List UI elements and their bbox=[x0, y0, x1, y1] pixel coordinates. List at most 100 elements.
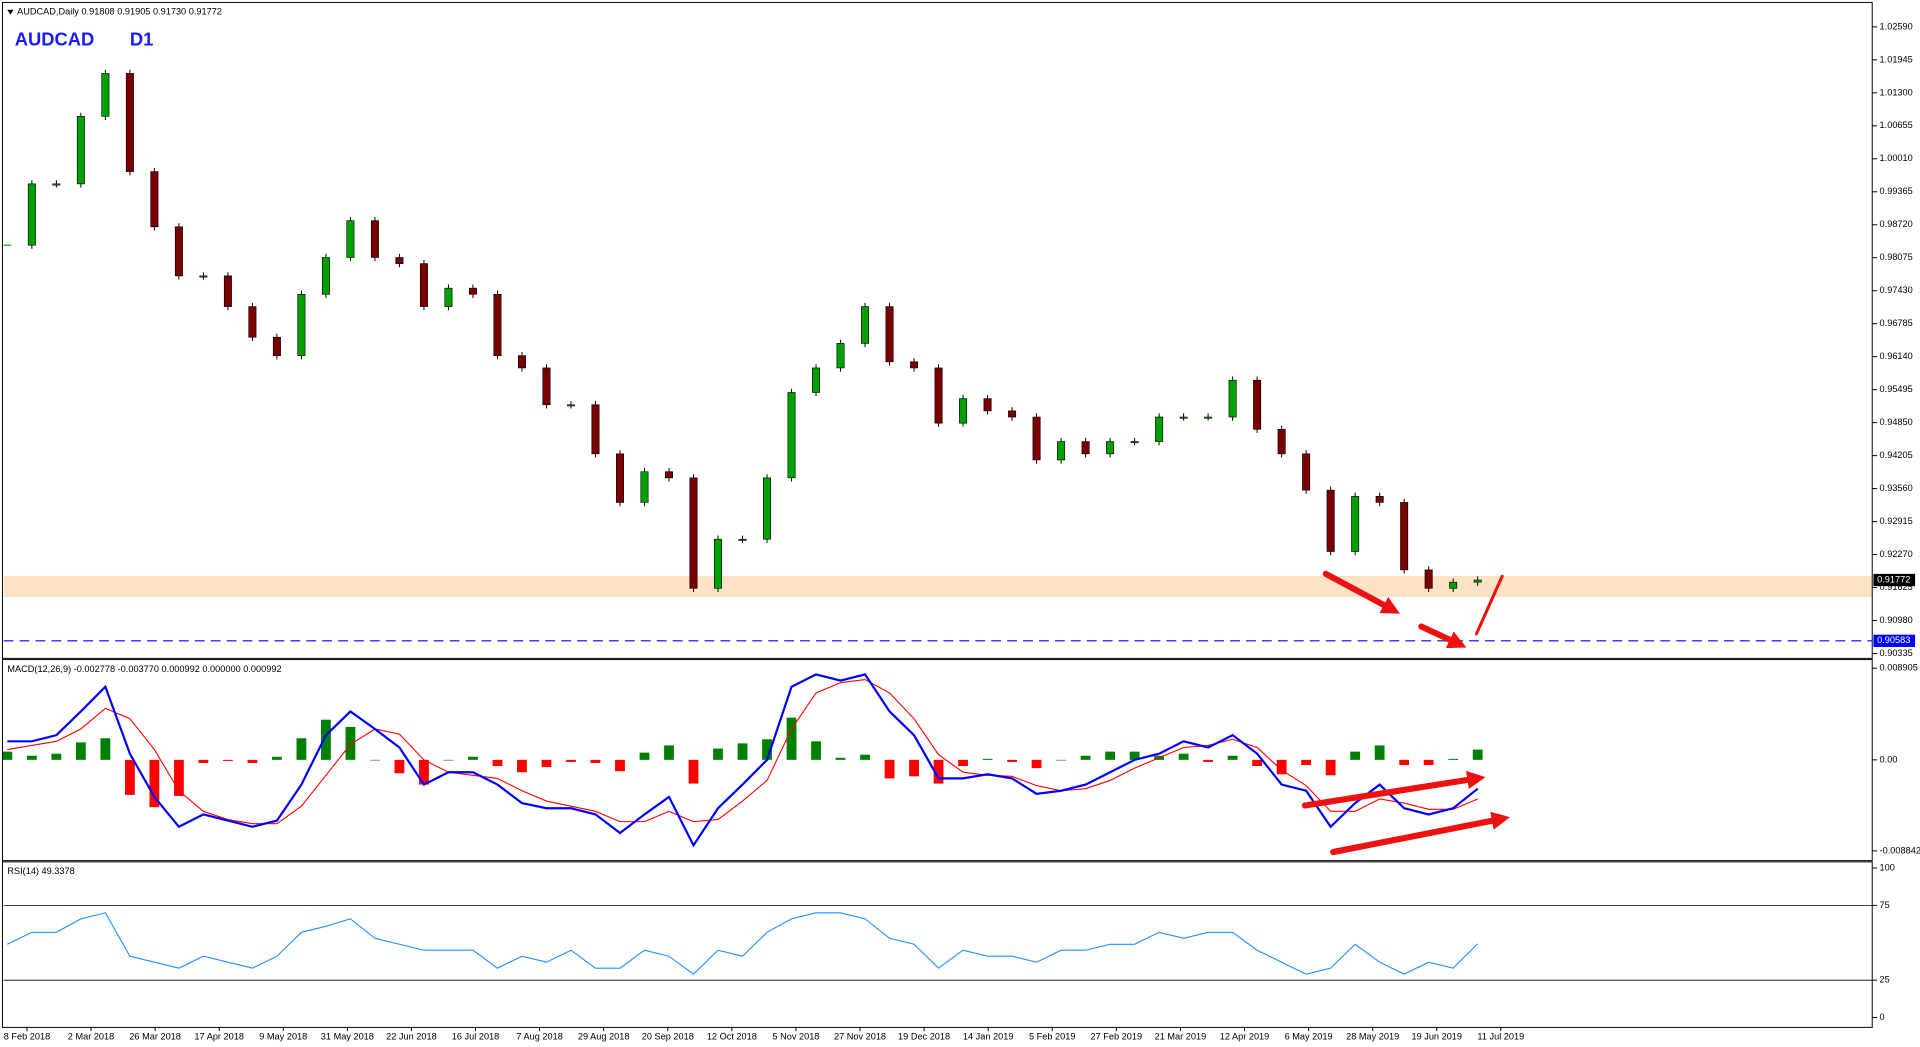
candle bbox=[665, 471, 673, 479]
timeframe-label: D1 bbox=[130, 28, 153, 49]
rsi-line bbox=[7, 912, 1479, 975]
candle bbox=[419, 263, 428, 307]
candle bbox=[272, 336, 281, 356]
histogram-bar bbox=[982, 758, 993, 760]
histogram-bar bbox=[688, 759, 699, 784]
y-tick-label: 75 bbox=[1880, 900, 1890, 910]
y-tick-label: 25 bbox=[1880, 975, 1890, 985]
candle bbox=[983, 398, 992, 412]
candle bbox=[885, 306, 894, 363]
histogram-bar bbox=[419, 759, 429, 785]
candle bbox=[1302, 453, 1311, 491]
y-tick-label: 0.93560 bbox=[1880, 483, 1913, 493]
y-tick-label: 0.91625 bbox=[1880, 582, 1913, 592]
candle bbox=[125, 73, 134, 172]
x-tick-label: 27 Feb 2019 bbox=[1091, 1032, 1143, 1042]
candle bbox=[1081, 441, 1090, 455]
candle bbox=[76, 116, 85, 185]
histogram-bar bbox=[1276, 759, 1287, 775]
histogram-bar bbox=[713, 748, 723, 760]
histogram-bar bbox=[590, 759, 601, 763]
x-tick-label: 31 May 2018 bbox=[321, 1032, 374, 1042]
candle bbox=[493, 293, 502, 356]
main-panel-frame bbox=[1, 1, 1873, 659]
y-tick-label: 0.94850 bbox=[1880, 417, 1913, 427]
candle bbox=[370, 220, 379, 258]
y-tick-label: 0.99365 bbox=[1880, 186, 1913, 196]
histogram-bar bbox=[1031, 759, 1042, 769]
candle bbox=[616, 453, 624, 503]
histogram-bar bbox=[909, 759, 919, 777]
annotation-arrow bbox=[1322, 570, 1401, 614]
y-tick-label: 0.90335 bbox=[1880, 648, 1913, 658]
histogram-bar bbox=[492, 759, 503, 767]
x-tick-label: 28 May 2019 bbox=[1346, 1032, 1399, 1042]
y-tick-label: 0.97430 bbox=[1880, 285, 1913, 295]
x-tick-label: 9 May 2018 bbox=[259, 1032, 307, 1042]
histogram-bar bbox=[566, 759, 576, 762]
histogram-bar bbox=[1056, 759, 1066, 761]
histogram-bar bbox=[1472, 749, 1483, 760]
candle bbox=[1106, 441, 1115, 455]
candle bbox=[27, 183, 36, 246]
axis-layer: 1.02590 1.01945 1.01300 1.00655 1.00010 0.993… bbox=[4, 21, 1920, 1041]
dropdown-icon[interactable] bbox=[7, 9, 14, 15]
y-tick-label: 0.96140 bbox=[1880, 351, 1913, 361]
candle bbox=[346, 220, 355, 258]
histogram-bar bbox=[1007, 759, 1017, 762]
annotation-arrow bbox=[1330, 811, 1510, 856]
annotation-arrow bbox=[1301, 770, 1486, 809]
current-price-box bbox=[1873, 573, 1916, 587]
current-price-label: 0.91772 bbox=[1877, 574, 1910, 584]
candle bbox=[1277, 428, 1286, 455]
x-tick-label: 16 Jul 2018 bbox=[452, 1032, 500, 1042]
x-tick-label: 14 Jan 2019 bbox=[963, 1032, 1014, 1042]
candle bbox=[640, 471, 649, 503]
macd-line bbox=[7, 673, 1479, 848]
y-tick-label: 0.98720 bbox=[1880, 219, 1913, 229]
histogram-bar bbox=[345, 726, 356, 760]
histogram-bar bbox=[762, 739, 772, 760]
candle bbox=[861, 306, 870, 344]
support-price-box bbox=[1873, 634, 1916, 647]
x-tick-label: 11 Jul 2019 bbox=[1477, 1032, 1524, 1042]
signal-line bbox=[7, 678, 1478, 825]
candle bbox=[1155, 416, 1164, 442]
rsi-panel-frame bbox=[1, 861, 1873, 1028]
candle bbox=[1375, 495, 1384, 503]
candle bbox=[714, 538, 722, 589]
histogram-bar bbox=[1252, 759, 1263, 767]
candle bbox=[248, 306, 257, 338]
y-tick-label: 100 bbox=[1880, 862, 1895, 872]
x-tick-label: 5 Nov 2018 bbox=[772, 1032, 819, 1042]
histogram-bar bbox=[737, 743, 748, 760]
candle bbox=[763, 477, 772, 540]
histogram-bar bbox=[1203, 759, 1214, 762]
candle bbox=[1351, 495, 1360, 552]
x-tick-label: 12 Oct 2018 bbox=[707, 1032, 757, 1042]
histogram-bar bbox=[272, 756, 282, 760]
y-tick-label: 1.02590 bbox=[1880, 21, 1913, 31]
histogram-bar bbox=[664, 745, 674, 760]
candle bbox=[542, 367, 551, 406]
candle bbox=[1008, 410, 1017, 418]
candle bbox=[3, 244, 12, 246]
histogram-bar bbox=[222, 759, 233, 761]
support-zone bbox=[3, 576, 1873, 598]
histogram-bar bbox=[149, 759, 160, 808]
histogram-bar bbox=[370, 759, 380, 761]
x-tick-label: 22 Jun 2018 bbox=[386, 1032, 437, 1042]
candle bbox=[1326, 489, 1335, 552]
y-tick-label: 0.92270 bbox=[1880, 549, 1913, 559]
rsi-header: RSI(14) 49.3378 bbox=[7, 866, 74, 876]
histogram-bar bbox=[958, 759, 968, 767]
candle bbox=[787, 392, 796, 479]
histogram-bar bbox=[1448, 758, 1459, 760]
x-tick-label: 8 Feb 2018 bbox=[4, 1032, 50, 1042]
candle bbox=[1449, 581, 1458, 589]
symbol-label: AUDCAD bbox=[15, 28, 95, 49]
x-tick-label: 19 Jun 2019 bbox=[1411, 1032, 1462, 1042]
candle bbox=[959, 398, 968, 424]
candle bbox=[1253, 379, 1262, 430]
